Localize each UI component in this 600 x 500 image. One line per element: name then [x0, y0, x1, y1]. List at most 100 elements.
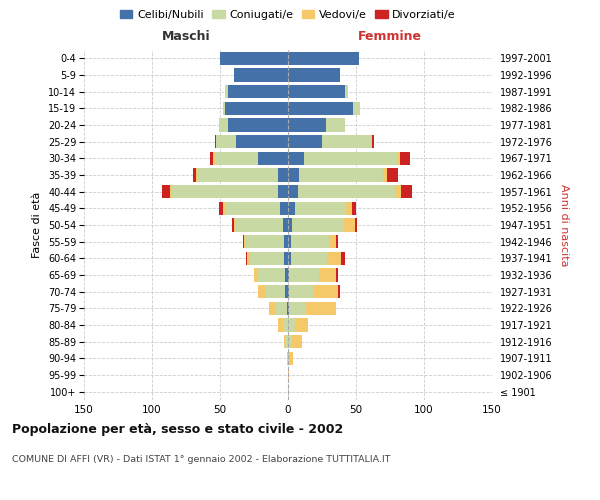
Bar — [289, 352, 293, 365]
Bar — [258, 285, 265, 298]
Bar — [401, 185, 412, 198]
Bar — [304, 152, 397, 165]
Bar — [400, 152, 410, 165]
Bar — [345, 85, 348, 98]
Y-axis label: Anni di nascita: Anni di nascita — [559, 184, 569, 266]
Bar — [246, 252, 247, 265]
Bar — [335, 268, 338, 281]
Bar — [288, 135, 322, 148]
Bar — [236, 135, 288, 148]
Bar — [341, 252, 345, 265]
Bar — [395, 185, 401, 198]
Bar — [291, 235, 329, 248]
Bar — [243, 235, 244, 248]
Bar — [344, 218, 355, 232]
Bar — [235, 218, 283, 232]
Bar — [289, 268, 319, 281]
Bar — [284, 335, 285, 348]
Bar — [283, 218, 288, 232]
Bar — [250, 252, 284, 265]
Bar — [288, 102, 353, 115]
Bar — [288, 335, 292, 348]
Bar — [314, 285, 338, 298]
Bar — [387, 168, 398, 181]
Bar — [288, 202, 295, 215]
Bar — [288, 352, 289, 365]
Bar — [288, 235, 291, 248]
Bar — [288, 152, 304, 165]
Bar — [338, 285, 340, 298]
Bar — [226, 102, 288, 115]
Bar — [288, 218, 292, 232]
Bar — [284, 252, 288, 265]
Bar — [244, 235, 246, 248]
Bar — [329, 235, 335, 248]
Y-axis label: Fasce di età: Fasce di età — [32, 192, 43, 258]
Text: COMUNE DI AFFI (VR) - Dati ISTAT 1° gennaio 2002 - Elaborazione TUTTITALIA.IT: COMUNE DI AFFI (VR) - Dati ISTAT 1° genn… — [12, 455, 391, 464]
Bar — [292, 218, 344, 232]
Bar — [289, 302, 305, 315]
Bar — [247, 252, 250, 265]
Bar — [352, 202, 356, 215]
Bar — [226, 85, 228, 98]
Bar — [233, 68, 288, 82]
Bar — [299, 168, 383, 181]
Bar — [232, 218, 233, 232]
Bar — [371, 135, 373, 148]
Bar — [228, 85, 288, 98]
Bar — [288, 168, 299, 181]
Bar — [172, 185, 278, 198]
Bar — [288, 52, 359, 65]
Bar — [284, 235, 288, 248]
Bar — [288, 185, 298, 198]
Bar — [161, 185, 170, 198]
Bar — [265, 285, 285, 298]
Bar — [223, 202, 226, 215]
Bar — [218, 202, 223, 215]
Bar — [353, 102, 360, 115]
Legend: Celibi/Nubili, Coniugati/e, Vedovi/e, Divorziati/e: Celibi/Nubili, Coniugati/e, Vedovi/e, Di… — [116, 6, 460, 25]
Bar — [278, 318, 283, 332]
Bar — [215, 135, 216, 148]
Bar — [197, 168, 278, 181]
Bar — [291, 252, 328, 265]
Bar — [218, 118, 228, 132]
Bar — [278, 168, 288, 181]
Bar — [289, 285, 314, 298]
Bar — [170, 185, 172, 198]
Bar — [269, 302, 276, 315]
Bar — [254, 268, 258, 281]
Bar — [288, 252, 291, 265]
Bar — [276, 302, 287, 315]
Bar — [288, 302, 289, 315]
Bar — [216, 135, 236, 148]
Bar — [326, 118, 345, 132]
Bar — [285, 285, 288, 298]
Bar — [355, 218, 358, 232]
Bar — [196, 168, 197, 181]
Bar — [223, 102, 226, 115]
Bar — [298, 185, 395, 198]
Bar — [305, 302, 335, 315]
Bar — [228, 118, 288, 132]
Bar — [397, 152, 400, 165]
Bar — [246, 235, 284, 248]
Bar — [215, 152, 258, 165]
Bar — [285, 268, 288, 281]
Bar — [193, 168, 196, 181]
Bar — [295, 202, 346, 215]
Bar — [220, 52, 288, 65]
Text: Maschi: Maschi — [161, 30, 211, 43]
Bar — [295, 318, 308, 332]
Text: Femmine: Femmine — [358, 30, 422, 43]
Bar — [213, 152, 215, 165]
Bar — [288, 118, 326, 132]
Bar — [288, 268, 289, 281]
Bar — [211, 152, 213, 165]
Bar — [287, 352, 288, 365]
Bar — [280, 202, 288, 215]
Bar — [285, 335, 288, 348]
Bar — [278, 185, 288, 198]
Bar — [258, 152, 288, 165]
Bar — [288, 85, 345, 98]
